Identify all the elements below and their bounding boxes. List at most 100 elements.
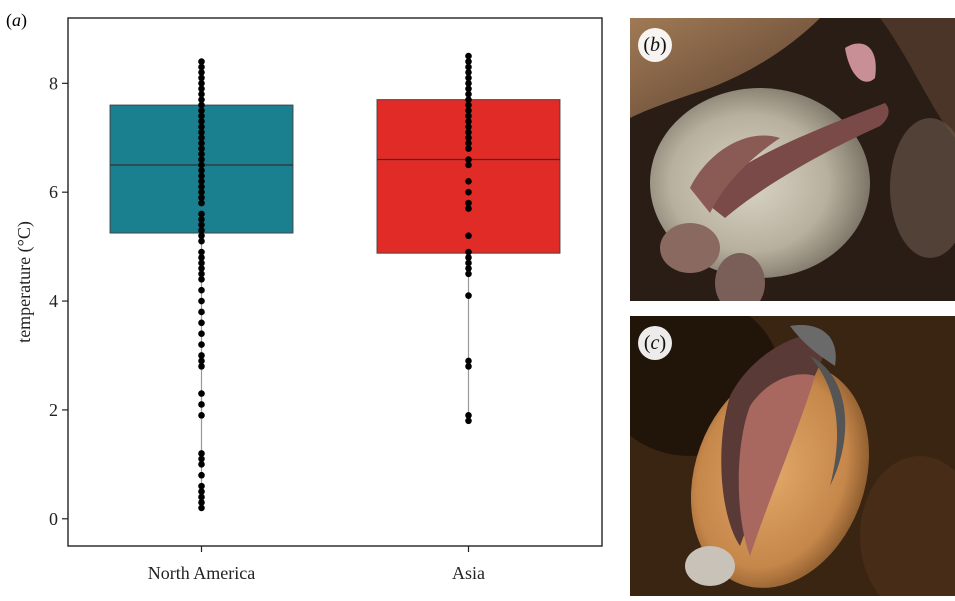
data-point bbox=[465, 177, 472, 185]
data-point bbox=[465, 101, 472, 109]
x-tick-label: Asia bbox=[452, 563, 485, 583]
data-point bbox=[198, 226, 205, 234]
bat-hibernating-photo-icon bbox=[630, 316, 955, 596]
data-point bbox=[198, 488, 205, 495]
y-tick-label: 8 bbox=[49, 73, 58, 93]
data-point bbox=[198, 167, 205, 174]
data-point bbox=[198, 308, 205, 316]
panel-a-chart: (a) 0 2 4 6 8 temperature (°C) North America As… bbox=[6, 10, 603, 583]
data-point bbox=[198, 471, 205, 479]
y-tick-label: 2 bbox=[49, 400, 58, 420]
data-point bbox=[198, 221, 205, 229]
data-point bbox=[198, 107, 205, 114]
data-point bbox=[465, 80, 472, 87]
data-point bbox=[465, 417, 472, 425]
data-point bbox=[465, 118, 472, 125]
data-point bbox=[465, 259, 472, 267]
y-tick-label: 0 bbox=[49, 509, 58, 529]
y-tick-label: 4 bbox=[49, 291, 58, 311]
data-point bbox=[198, 188, 205, 196]
data-point bbox=[198, 194, 205, 201]
data-point bbox=[198, 493, 205, 501]
data-point bbox=[198, 216, 205, 223]
data-point bbox=[198, 237, 205, 245]
data-point bbox=[198, 129, 205, 136]
data-point bbox=[465, 85, 472, 93]
photo-panel-c: (c) bbox=[630, 316, 955, 596]
data-point bbox=[198, 401, 205, 408]
data-point bbox=[465, 248, 472, 256]
data-point bbox=[465, 292, 472, 299]
data-point bbox=[198, 232, 205, 240]
panel-c-label: (c) bbox=[638, 326, 672, 360]
data-point bbox=[198, 101, 205, 109]
bat-hibernating-photo-icon bbox=[630, 18, 955, 301]
panel-c-letter: c bbox=[650, 331, 660, 354]
box-plot: (a) 0 2 4 6 8 temperature (°C) North America As… bbox=[6, 10, 603, 583]
plot-layer: 0 2 4 6 8 temperature (°C) North America Asia bbox=[14, 17, 603, 583]
data-point bbox=[198, 259, 205, 267]
data-point bbox=[465, 123, 472, 131]
panel-b-letter: b bbox=[650, 33, 660, 56]
y-axis-label: temperature (°C) bbox=[14, 221, 35, 343]
data-point bbox=[198, 265, 205, 272]
data-point bbox=[198, 248, 205, 256]
data-point bbox=[465, 357, 472, 365]
data-point bbox=[198, 270, 205, 278]
panel-a-letter: a bbox=[12, 10, 21, 30]
data-point bbox=[198, 297, 205, 305]
data-point bbox=[198, 341, 205, 348]
data-point bbox=[465, 363, 472, 370]
data-point bbox=[198, 96, 205, 103]
data-point bbox=[198, 390, 205, 397]
data-point bbox=[198, 90, 205, 98]
data-point bbox=[198, 123, 205, 131]
data-point bbox=[198, 319, 205, 327]
data-point bbox=[198, 499, 205, 506]
data-point bbox=[198, 156, 205, 163]
data-point bbox=[198, 134, 205, 142]
data-point bbox=[198, 450, 205, 457]
data-point bbox=[465, 161, 472, 169]
data-point bbox=[465, 145, 472, 152]
data-point bbox=[465, 199, 472, 207]
panel-b-label: (b) bbox=[638, 28, 672, 62]
data-point bbox=[465, 129, 472, 136]
data-point bbox=[198, 150, 205, 158]
data-point bbox=[465, 139, 472, 147]
data-point bbox=[198, 183, 205, 191]
data-point bbox=[198, 412, 205, 419]
data-point bbox=[465, 232, 472, 240]
data-point bbox=[198, 63, 205, 71]
data-point bbox=[198, 482, 205, 490]
data-point bbox=[198, 139, 205, 147]
panel-a-label: (a) bbox=[6, 10, 27, 31]
plot-frame bbox=[67, 17, 603, 547]
data-point bbox=[198, 118, 205, 125]
data-point bbox=[198, 58, 205, 65]
photo-panel-b: (b) bbox=[630, 18, 955, 301]
data-point bbox=[198, 352, 205, 359]
data-point bbox=[465, 90, 472, 98]
data-point bbox=[198, 172, 205, 180]
y-tick-label: 6 bbox=[49, 182, 58, 202]
data-point bbox=[198, 504, 205, 512]
data-point bbox=[198, 161, 205, 169]
data-point bbox=[198, 461, 205, 468]
x-tick-label: North America bbox=[148, 563, 255, 583]
data-point bbox=[465, 205, 472, 212]
data-point bbox=[465, 188, 472, 196]
data-point bbox=[465, 265, 472, 272]
data-point bbox=[465, 69, 472, 76]
data-point bbox=[465, 96, 472, 103]
data-point bbox=[198, 145, 205, 152]
data-point bbox=[465, 254, 472, 261]
data-point bbox=[198, 363, 205, 370]
data-point bbox=[198, 69, 205, 76]
data-point bbox=[465, 74, 472, 82]
data-point bbox=[198, 199, 205, 207]
data-point bbox=[198, 210, 205, 218]
data-point bbox=[198, 177, 205, 185]
data-point bbox=[198, 286, 205, 294]
data-point bbox=[198, 455, 205, 463]
